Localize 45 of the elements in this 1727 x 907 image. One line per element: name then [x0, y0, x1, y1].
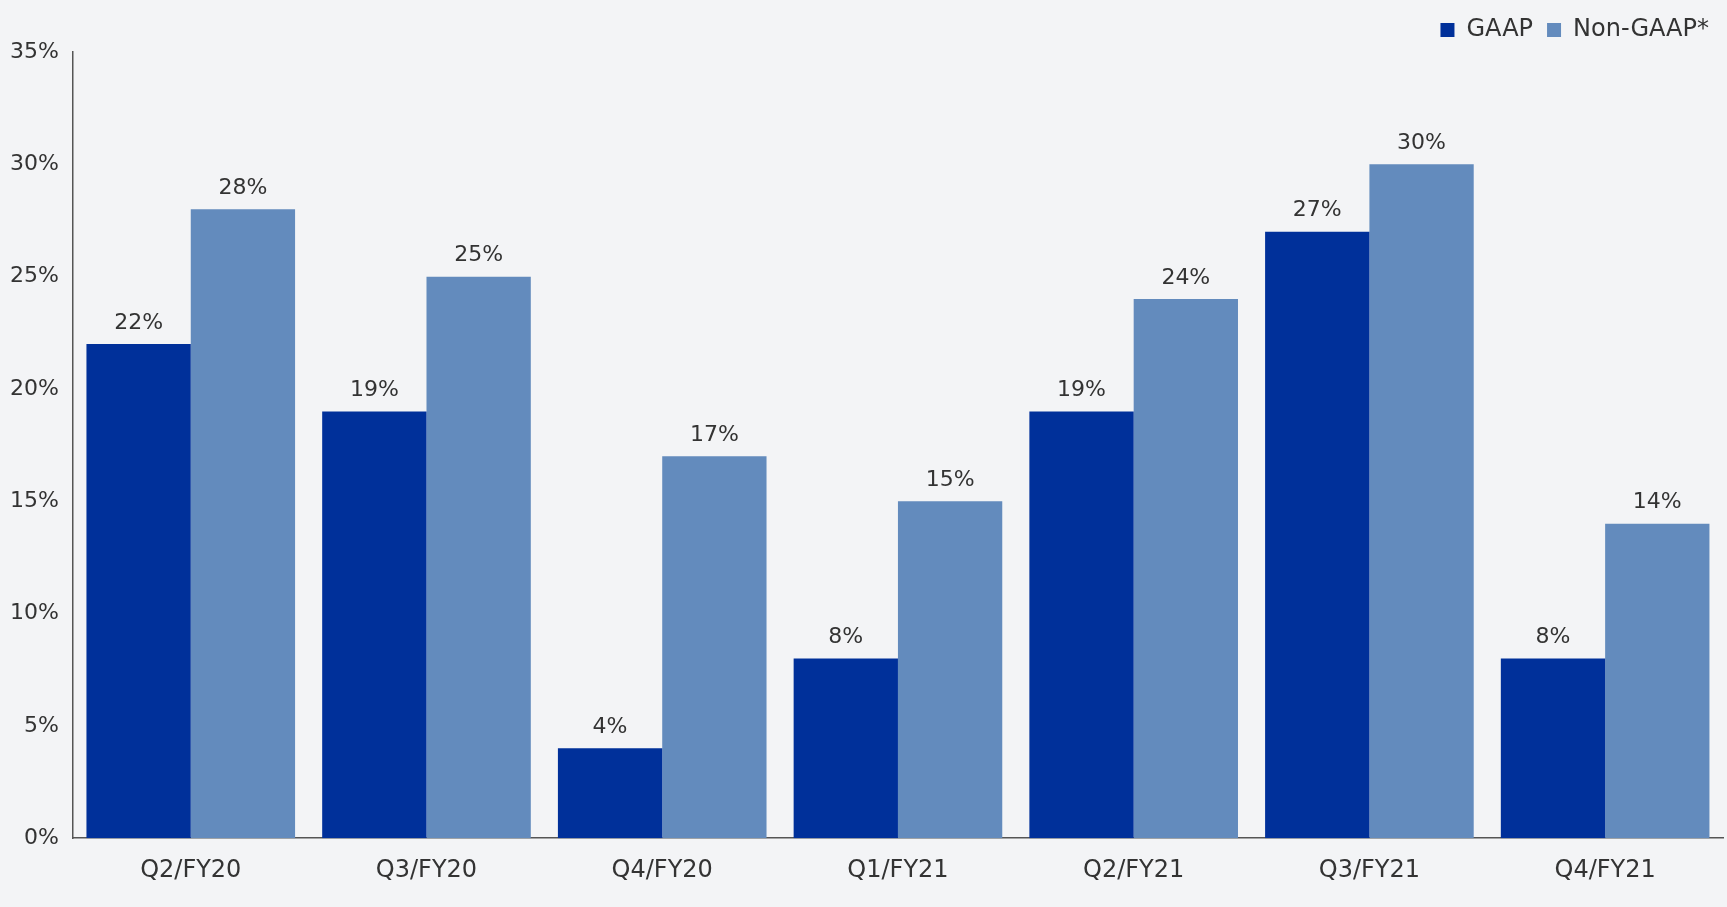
data-label: 8%: [1535, 623, 1571, 649]
y-tick-label: 35%: [9, 37, 59, 63]
data-label: 19%: [349, 376, 399, 402]
x-tick-label: Q3/FY21: [1318, 854, 1421, 883]
data-label: 19%: [1057, 376, 1106, 402]
data-label: 25%: [454, 241, 504, 267]
x-tick-label: Q1/FY21: [847, 854, 949, 883]
bar: [1133, 299, 1238, 839]
x-tick-label: Q4/FY20: [611, 854, 713, 883]
bar: [322, 411, 427, 839]
data-label: 28%: [218, 173, 268, 199]
bar: [426, 276, 531, 839]
legend-label: GAAP: [1466, 14, 1534, 43]
data-label: 30%: [1397, 129, 1447, 155]
data-label: 24%: [1161, 263, 1211, 289]
data-label: 14%: [1632, 488, 1682, 514]
y-tick-label: 25%: [9, 262, 59, 288]
bar: [897, 501, 1003, 839]
y-tick-label: 20%: [9, 374, 59, 400]
bar: [793, 658, 898, 839]
x-tick-label: Q2/FY21: [1083, 854, 1185, 883]
data-label: 15%: [925, 465, 975, 491]
bar: [1265, 231, 1370, 839]
bar: [1369, 164, 1474, 839]
y-tick-label: 30%: [9, 150, 59, 176]
y-tick-label: 0%: [23, 823, 59, 849]
legend-label: Non-GAAP*: [1573, 14, 1710, 43]
bar: [1500, 658, 1606, 839]
y-tick-label: 15%: [9, 486, 59, 512]
x-tick-label: Q4/FY21: [1554, 854, 1656, 883]
y-tick-label: 5%: [23, 711, 59, 737]
bar: [557, 748, 663, 839]
data-label: 27%: [1292, 196, 1342, 222]
y-tick-label: 10%: [9, 599, 59, 625]
bar: [662, 456, 767, 839]
bar: [1605, 523, 1710, 839]
bar: [190, 209, 296, 839]
data-label: 8%: [828, 623, 864, 649]
x-tick-label: Q2/FY20: [140, 854, 242, 883]
x-tick-label: Q3/FY20: [375, 854, 478, 883]
bar: [1029, 411, 1134, 839]
data-label: 22%: [114, 308, 164, 334]
bar: [86, 344, 191, 839]
data-label: 4%: [592, 713, 628, 739]
data-label: 17%: [689, 421, 739, 447]
